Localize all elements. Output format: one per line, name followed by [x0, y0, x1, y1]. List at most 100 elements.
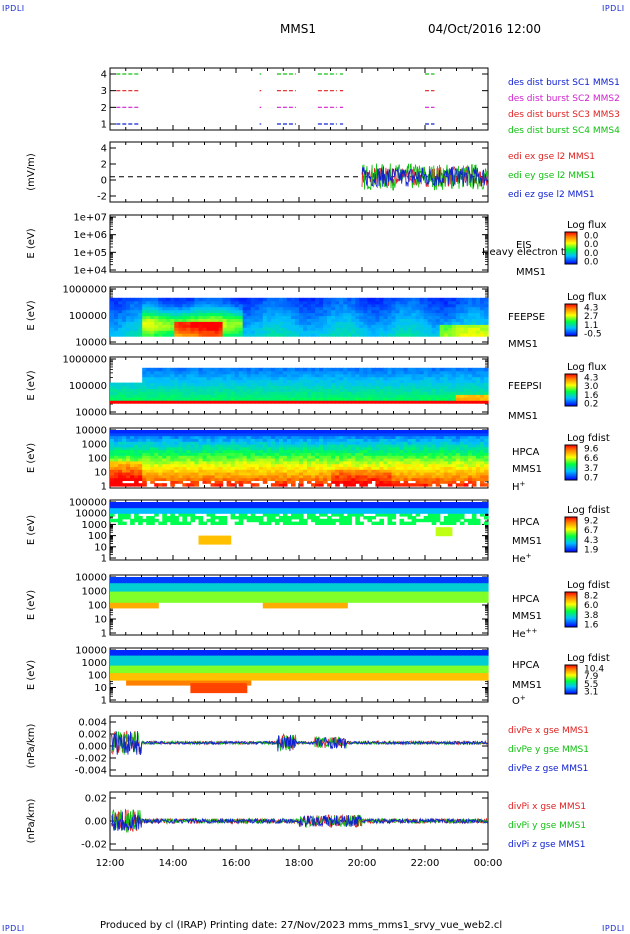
- spectrogram-cell: [150, 312, 155, 317]
- spectrogram-cell: [419, 397, 425, 401]
- spectrogram-cell: [138, 455, 143, 459]
- spectrogram-cell: [230, 430, 236, 434]
- spectrogram-cell: [295, 391, 300, 395]
- colorbar-tick-label: 3.7: [584, 464, 598, 474]
- spectrogram-cell: [331, 367, 336, 372]
- spectrogram-cell: [282, 397, 288, 401]
- spectrogram-cell: [303, 382, 308, 387]
- spectrogram-cell: [343, 330, 348, 334]
- spectrogram-cell: [126, 472, 131, 476]
- spectrogram-cell: [238, 452, 244, 456]
- spectrogram-cell: [311, 477, 316, 481]
- spectrogram-cell: [274, 391, 280, 395]
- spectrogram-cell: [463, 397, 469, 401]
- spectrogram-cell: [166, 469, 171, 473]
- spectrogram-cell: [471, 300, 477, 305]
- spectrogram-cell: [391, 315, 397, 319]
- spectrogram-cell: [459, 309, 465, 314]
- spectrogram-cell: [435, 300, 441, 305]
- spectrogram-cell: [335, 472, 340, 476]
- spectrogram-cell: [343, 306, 348, 311]
- spectrogram-cell: [242, 480, 248, 484]
- spectrogram-cell: [403, 300, 409, 305]
- spectrogram-cell: [198, 303, 204, 308]
- spectrogram-cell: [339, 449, 344, 453]
- spectrogram-cell: [351, 483, 356, 487]
- spectrogram-cell: [375, 367, 380, 372]
- spectrogram-cell: [407, 330, 413, 334]
- spectrogram-cell: [282, 312, 288, 317]
- spectrogram-cell: [254, 330, 260, 334]
- spectrogram-cell: [419, 333, 425, 337]
- spectrogram-cell: [202, 444, 208, 448]
- spectrogram-cell: [307, 315, 312, 319]
- spectrogram-cell: [480, 370, 485, 375]
- spectrogram-cell: [190, 312, 195, 317]
- spectrogram-cell: [399, 315, 405, 319]
- spectrogram-cell: [343, 297, 348, 302]
- spectrogram-cell: [311, 397, 316, 401]
- colorbar: [564, 373, 578, 407]
- spectrogram-cell: [218, 430, 224, 434]
- spectrogram-cell: [286, 463, 292, 467]
- spectrogram-cell: [295, 460, 300, 465]
- spectrogram-cell: [266, 300, 272, 305]
- spectrogram-cell: [439, 321, 445, 325]
- spectrogram-cell: [134, 518, 139, 523]
- spectrogram-cell: [166, 318, 171, 322]
- spectrogram-cell: [146, 327, 151, 331]
- spectrogram-cell: [266, 370, 272, 375]
- spectrogram-cell: [391, 391, 397, 395]
- spectrogram-cell: [355, 309, 360, 314]
- spectrogram-cell: [303, 449, 308, 453]
- spectrogram-cell: [435, 303, 441, 308]
- spectrogram-cell: [190, 469, 195, 473]
- spectrogram-cell: [475, 309, 481, 314]
- spectrogram-cell: [246, 321, 252, 325]
- spectrogram-cell: [262, 466, 268, 470]
- spectrogram-cell: [375, 397, 380, 401]
- spectrogram-cell: [194, 309, 199, 314]
- spectrogram-cell: [475, 455, 481, 459]
- spectrogram-cell: [142, 312, 147, 317]
- colorbar-tick-label: 1.1: [584, 321, 598, 331]
- spectrogram-cell: [303, 458, 308, 462]
- legend-entry: des dist burst SC1 MMS1: [508, 78, 620, 88]
- spectrogram-cell: [218, 444, 224, 448]
- spectrogram-cell: [355, 400, 360, 404]
- spectrogram-cell: [230, 483, 236, 487]
- spectrogram-cell: [395, 300, 401, 305]
- spectrogram-cell: [319, 306, 324, 311]
- spectrogram-cell: [343, 438, 348, 442]
- spectrogram-cell: [455, 306, 461, 311]
- spectrogram-cell: [423, 446, 429, 451]
- spectrogram-cell: [480, 318, 485, 322]
- spectrogram-cell: [194, 435, 199, 439]
- colorbar-tick-label: 0.0: [584, 240, 599, 250]
- spectrogram-cell: [162, 466, 167, 470]
- spectrogram-cell: [270, 430, 276, 434]
- spectrogram-cell: [122, 300, 127, 305]
- spectrogram-cell: [383, 321, 388, 325]
- spectrogram-cell: [214, 458, 220, 462]
- spectrogram-cell: [278, 432, 284, 437]
- spectrogram-cell: [178, 477, 183, 481]
- spectrogram-cell: [407, 455, 413, 459]
- spectrogram-cell: [335, 379, 340, 384]
- spectrogram-cell: [403, 382, 409, 387]
- spectrogram-cell: [210, 391, 216, 395]
- spectrogram-cell: [387, 472, 393, 476]
- spectrogram-cell: [146, 463, 151, 467]
- spectrogram-cell: [484, 321, 489, 325]
- spectrogram-cell: [375, 446, 380, 451]
- spectrogram-cell: [278, 321, 284, 325]
- spectrogram-cell: [254, 469, 260, 473]
- spectrogram-cell: [130, 300, 135, 305]
- spectrogram-cell: [351, 446, 356, 451]
- spectrogram-cell: [254, 306, 260, 311]
- spectrogram-cell: [451, 460, 457, 465]
- spectrogram-cell: [134, 391, 139, 395]
- spectrogram-cell: [142, 446, 147, 451]
- spectrogram-cell: [150, 303, 155, 308]
- spectrogram-cell: [395, 483, 401, 487]
